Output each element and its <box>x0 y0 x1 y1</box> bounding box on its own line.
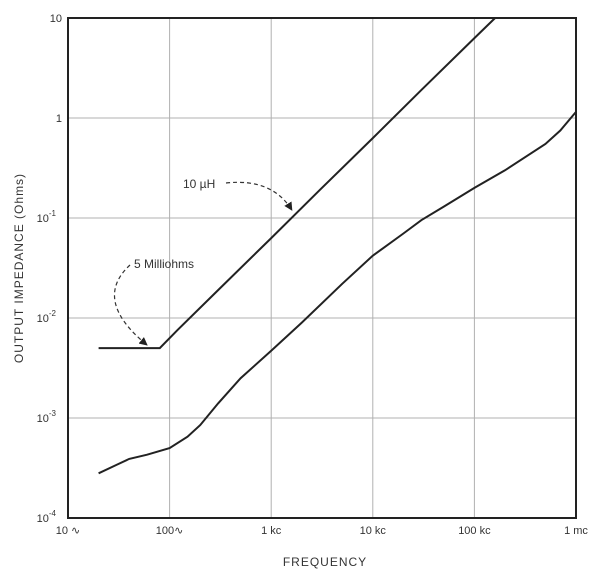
x-tick-label: 10 kc <box>360 525 387 537</box>
y-tick-label: 10 <box>50 13 62 25</box>
x-tick-label: 1 mc <box>564 525 588 537</box>
y-tick-label: 10-1 <box>37 209 57 225</box>
annotation-inductance-arrow <box>225 181 293 211</box>
x-tick-label: 10 ∿ <box>56 525 81 537</box>
y-tick-label: 10-4 <box>37 509 57 525</box>
annotations: 10 µH 5 Milliohms <box>114 177 293 346</box>
annotation-milliohms: 5 Milliohms <box>134 257 194 271</box>
series-layer <box>98 17 577 475</box>
x-tick-label: 1 kc <box>261 525 282 537</box>
y-tick-label: 10-3 <box>37 409 57 425</box>
x-tick-label: 100 kc <box>458 525 491 537</box>
y-tick-label: 10-2 <box>37 309 57 325</box>
plot-frame <box>67 17 577 519</box>
y-axis-label: OUTPUT IMPEDANCE (Ohms) <box>12 173 26 363</box>
series-line-1 <box>98 17 496 350</box>
x-tick-label: 100∿ <box>156 525 184 537</box>
tick-labels: 10 ∿ 100∿ 1 kc 10 kc 100 kc 1 mc 10 1 10-1 10-2 10… <box>37 13 589 537</box>
x-axis-label: FREQUENCY <box>283 555 367 569</box>
annotation-milliohms-arrow <box>114 264 148 346</box>
y-tick-label: 1 <box>56 113 62 125</box>
annotation-inductance: 10 µH <box>183 177 215 191</box>
series-line-2 <box>98 111 577 475</box>
